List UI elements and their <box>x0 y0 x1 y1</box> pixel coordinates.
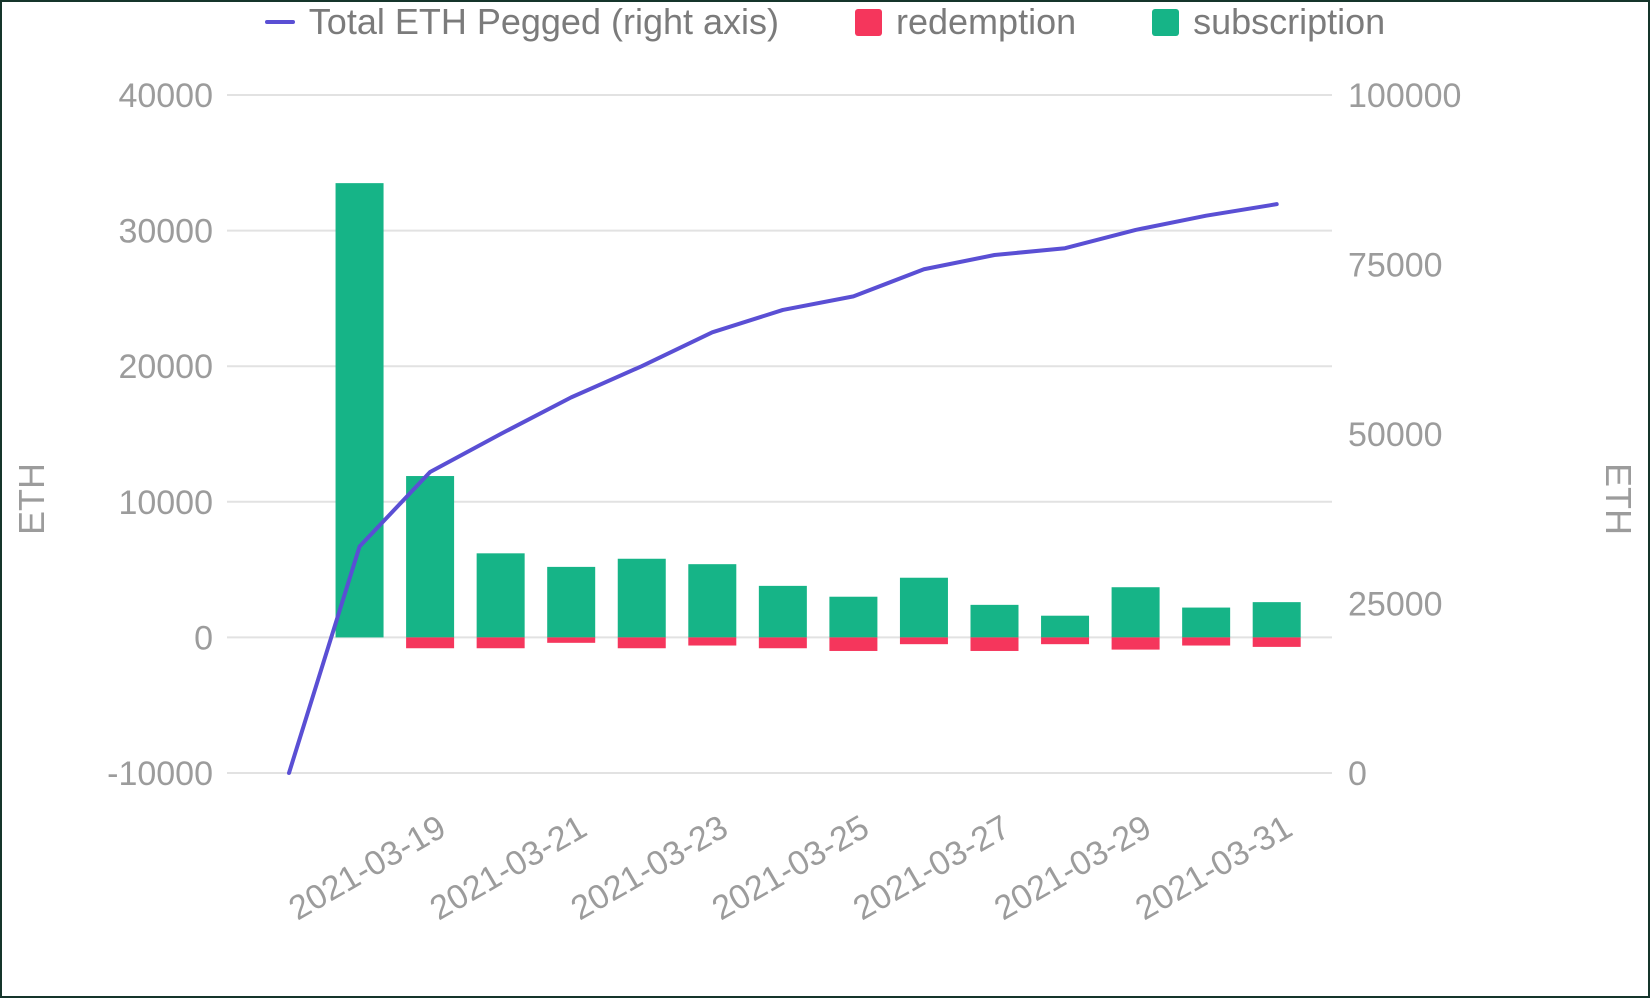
right-axis-tick-label: 25000 <box>1348 586 1443 624</box>
x-axis-tick-label: 2021-03-25 <box>706 808 876 928</box>
legend-item-total-eth-pegged[interactable]: Total ETH Pegged (right axis) <box>264 1 779 43</box>
left-axis-tick-label: 0 <box>194 619 213 657</box>
bar-redemption <box>476 637 525 649</box>
legend-label-total-eth-pegged: Total ETH Pegged (right axis) <box>308 1 779 42</box>
legend-item-subscription[interactable]: subscription <box>1152 1 1386 43</box>
right-axis-tick-label: 0 <box>1348 755 1367 793</box>
bar-subscription <box>406 476 455 638</box>
x-axis-tick-label: 2021-03-27 <box>847 808 1017 928</box>
bar-subscription <box>617 558 666 638</box>
bar-redemption <box>1252 637 1301 647</box>
bar-subscription <box>899 577 948 638</box>
left-axis-tick-label: 20000 <box>118 348 213 386</box>
bar-subscription <box>476 553 525 638</box>
bar-redemption <box>1041 637 1090 645</box>
bar-subscription <box>1111 587 1160 638</box>
line-dash-icon <box>264 20 295 24</box>
x-axis-tick-label: 2021-03-29 <box>988 808 1158 928</box>
legend-label-redemption: redemption <box>896 1 1077 42</box>
legend-item-redemption[interactable]: redemption <box>855 1 1077 43</box>
legend-label-subscription: subscription <box>1193 1 1386 42</box>
bar-subscription <box>758 585 807 638</box>
bar-redemption <box>406 637 455 649</box>
bar-subscription <box>970 604 1019 638</box>
legend: Total ETH Pegged (right axis) redemption… <box>2 1 1648 44</box>
bar-redemption <box>829 637 878 651</box>
bar-redemption <box>1111 637 1160 650</box>
left-axis-tick-label: 30000 <box>118 213 213 251</box>
bar-subscription <box>547 566 596 638</box>
left-axis-tick-label: 40000 <box>118 77 213 115</box>
bar-redemption <box>617 637 666 649</box>
bar-redemption <box>970 637 1019 651</box>
right-axis-tick-label: 75000 <box>1348 247 1443 285</box>
bar-subscription <box>829 596 878 638</box>
left-axis-tick-label: 10000 <box>118 484 213 522</box>
bar-redemption <box>547 637 596 643</box>
bar-subscription <box>1252 602 1301 638</box>
x-axis-tick-label: 2021-03-23 <box>565 808 735 928</box>
x-axis-tick-label: 2021-03-21 <box>424 808 594 928</box>
x-axis-tick-label: 2021-03-31 <box>1129 808 1299 928</box>
left-axis-tick-label: -10000 <box>107 755 213 793</box>
right-axis-tick-label: 50000 <box>1348 416 1443 454</box>
total-eth-pegged-line <box>287 202 1279 775</box>
bar-redemption <box>899 637 948 645</box>
square-swatch-icon <box>1152 8 1180 36</box>
bar-redemption <box>1182 637 1231 646</box>
bar-redemption <box>758 637 807 649</box>
bar-subscription <box>1041 615 1090 638</box>
right-axis-tick-label: 100000 <box>1348 77 1461 115</box>
x-axis-tick-label: 2021-03-19 <box>282 808 452 928</box>
square-swatch-icon <box>855 8 882 36</box>
bar-redemption <box>688 637 737 646</box>
bar-subscription <box>335 183 384 638</box>
bar-subscription <box>688 564 737 638</box>
bar-subscription <box>1182 607 1231 638</box>
